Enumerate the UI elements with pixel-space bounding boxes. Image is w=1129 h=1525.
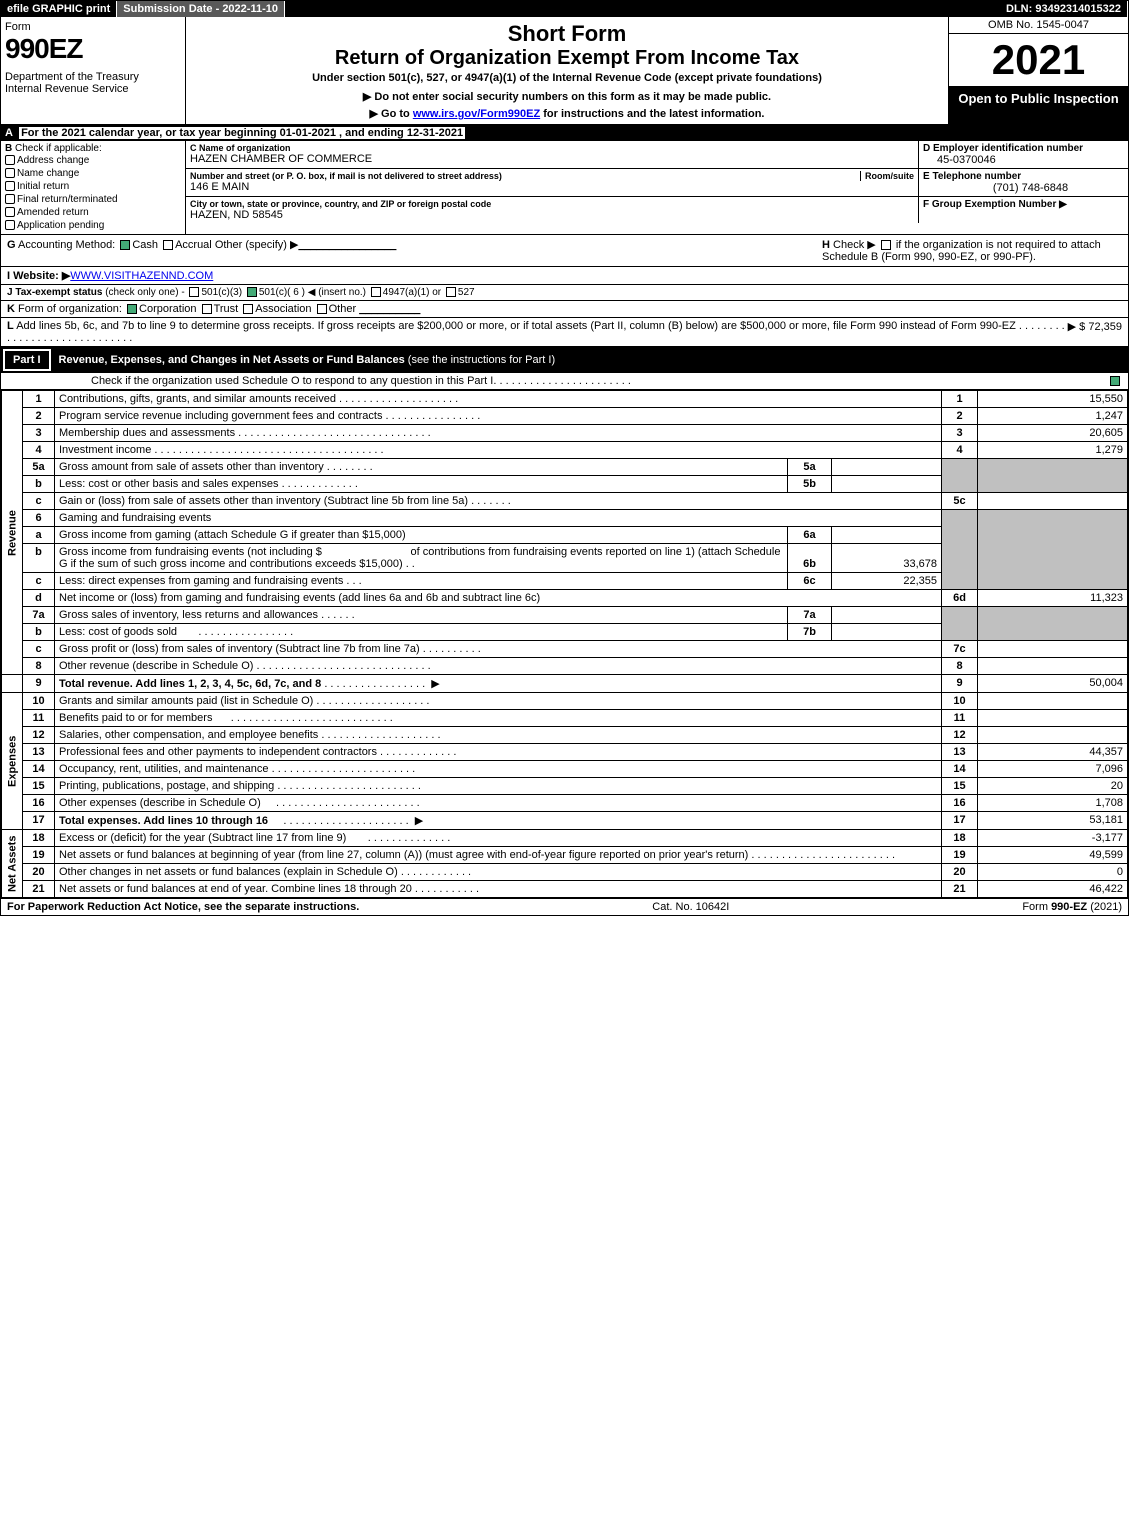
- section-a: A For the 2021 calendar year, or tax yea…: [1, 125, 1128, 141]
- part1-table: Revenue 1Contributions, gifts, grants, a…: [1, 390, 1128, 898]
- section-c-d-e-f: C Name of organization HAZEN CHAMBER OF …: [186, 141, 1128, 234]
- chk-accrual[interactable]: [163, 240, 173, 250]
- header-left: Form 990EZ Department of the Treasury In…: [1, 17, 186, 124]
- ssn-warning: ▶ Do not enter social security numbers o…: [190, 90, 944, 103]
- cb-final-return[interactable]: Final return/terminated: [5, 193, 181, 206]
- ein-cell: D Employer identification number 45-0370…: [918, 141, 1128, 168]
- inspection-badge: Open to Public Inspection: [949, 87, 1128, 124]
- tax-year: 2021: [949, 34, 1128, 87]
- line6c-amount: 22,355: [832, 573, 942, 590]
- omb-number: OMB No. 1545-0047: [949, 17, 1128, 34]
- org-name: HAZEN CHAMBER OF COMMERCE: [190, 153, 914, 165]
- chk-cash[interactable]: [120, 240, 130, 250]
- instructions-note: ▶ Go to www.irs.gov/Form990EZ for instru…: [190, 107, 944, 120]
- dln-label: DLN: 93492314015322: [1000, 1, 1128, 17]
- netassets-vlabel: Net Assets: [2, 830, 23, 898]
- ein-value: 45-0370046: [923, 154, 1124, 166]
- website-link[interactable]: WWW.VISITHAZENND.COM: [70, 270, 213, 282]
- line14-amount: 7,096: [978, 761, 1128, 778]
- address-value: 146 E MAIN: [190, 181, 914, 193]
- row-i: I Website: ▶WWW.VISITHAZENND.COM: [1, 267, 1128, 285]
- form-ref: Form 990-EZ (2021): [1022, 901, 1122, 913]
- row-l: L Add lines 5b, 6c, and 7b to line 9 to …: [1, 318, 1128, 347]
- revenue-vlabel: Revenue: [2, 391, 23, 675]
- irs-link[interactable]: www.irs.gov/Form990EZ: [413, 108, 540, 120]
- line6b-amount: 33,678: [832, 544, 942, 573]
- row-j: J Tax-exempt status (check only one) - 5…: [1, 285, 1128, 301]
- chk-527[interactable]: [446, 287, 456, 297]
- subtitle: Under section 501(c), 527, or 4947(a)(1)…: [190, 72, 944, 84]
- line13-amount: 44,357: [978, 744, 1128, 761]
- line9-amount: 50,004: [978, 675, 1128, 693]
- line21-amount: 46,422: [978, 881, 1128, 898]
- department-label: Department of the Treasury Internal Reve…: [5, 71, 181, 95]
- expenses-vlabel: Expenses: [2, 693, 23, 830]
- part1-subtitle: Check if the organization used Schedule …: [1, 373, 1128, 390]
- short-form-title: Short Form: [190, 21, 944, 47]
- city-value: HAZEN, ND 58545: [190, 209, 914, 221]
- efile-label[interactable]: efile GRAPHIC print: [1, 1, 117, 17]
- line1-amount: 15,550: [978, 391, 1128, 408]
- section-h: H Check ▶ if the organization is not req…: [822, 238, 1122, 263]
- catalog-number: Cat. No. 10642I: [652, 901, 729, 913]
- cb-initial-return[interactable]: Initial return: [5, 180, 181, 193]
- phone-cell: E Telephone number (701) 748-6848: [918, 169, 1128, 196]
- row-k: K Form of organization: Corporation Trus…: [1, 301, 1128, 318]
- cb-application-pending[interactable]: Application pending: [5, 219, 181, 232]
- line2-amount: 1,247: [978, 408, 1128, 425]
- line6d-amount: 11,323: [978, 590, 1128, 607]
- chk-other-org[interactable]: [317, 304, 327, 314]
- chk-4947[interactable]: [371, 287, 381, 297]
- part1-header: Part I Revenue, Expenses, and Changes in…: [1, 347, 1128, 373]
- form-label: Form: [5, 21, 181, 33]
- line4-amount: 1,279: [978, 442, 1128, 459]
- form-container: efile GRAPHIC print Submission Date - 20…: [0, 0, 1129, 916]
- gross-receipts: $ 72,359: [1079, 321, 1122, 333]
- chk-association[interactable]: [243, 304, 253, 314]
- header: Form 990EZ Department of the Treasury In…: [1, 17, 1128, 125]
- line16-amount: 1,708: [978, 795, 1128, 812]
- chk-501c[interactable]: [247, 287, 257, 297]
- part1-title: Revenue, Expenses, and Changes in Net As…: [53, 352, 1128, 368]
- line15-amount: 20: [978, 778, 1128, 795]
- section-b: B Check if applicable: Address change Na…: [1, 141, 186, 234]
- row-g-h: G Accounting Method: Cash Accrual Other …: [1, 235, 1128, 267]
- header-right: OMB No. 1545-0047 2021 Open to Public In…: [948, 17, 1128, 124]
- city-cell: City or town, state or province, country…: [186, 197, 918, 223]
- cb-amended-return[interactable]: Amended return: [5, 206, 181, 219]
- line18-amount: -3,177: [978, 830, 1128, 847]
- main-title: Return of Organization Exempt From Incom…: [190, 47, 944, 70]
- phone-value: (701) 748-6848: [923, 182, 1124, 194]
- address-cell: Number and street (or P. O. box, if mail…: [186, 169, 918, 196]
- chk-trust[interactable]: [202, 304, 212, 314]
- info-grid: B Check if applicable: Address change Na…: [1, 141, 1128, 235]
- footer: For Paperwork Reduction Act Notice, see …: [1, 898, 1128, 915]
- submission-date-button[interactable]: Submission Date - 2022-11-10: [117, 1, 285, 17]
- line17-amount: 53,181: [978, 812, 1128, 830]
- form-number: 990EZ: [5, 33, 181, 65]
- chk-schedule-b[interactable]: [881, 240, 891, 250]
- line19-amount: 49,599: [978, 847, 1128, 864]
- chk-corporation[interactable]: [127, 304, 137, 314]
- org-name-cell: C Name of organization HAZEN CHAMBER OF …: [186, 141, 918, 168]
- header-center: Short Form Return of Organization Exempt…: [186, 17, 948, 124]
- line3-amount: 20,605: [978, 425, 1128, 442]
- top-bar: efile GRAPHIC print Submission Date - 20…: [1, 1, 1128, 17]
- part1-label: Part I: [3, 349, 51, 371]
- chk-501c3[interactable]: [189, 287, 199, 297]
- group-exemption-cell: F Group Exemption Number ▶: [918, 197, 1128, 223]
- paperwork-notice: For Paperwork Reduction Act Notice, see …: [7, 901, 359, 913]
- chk-schedule-o[interactable]: [1110, 376, 1120, 386]
- cb-name-change[interactable]: Name change: [5, 167, 181, 180]
- cb-address-change[interactable]: Address change: [5, 154, 181, 167]
- line20-amount: 0: [978, 864, 1128, 881]
